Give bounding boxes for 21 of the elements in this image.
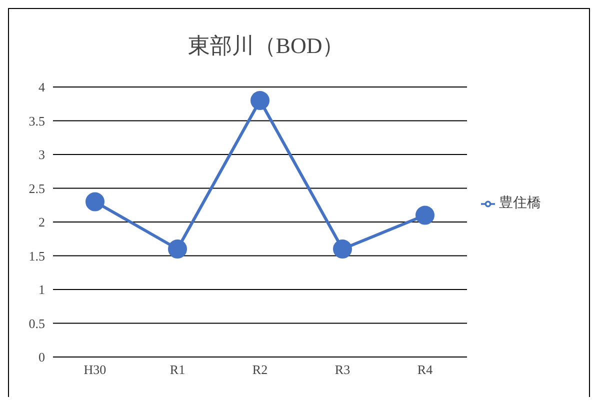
legend-label: 豊住橋	[499, 196, 541, 211]
y-tick-label: 2.5	[28, 180, 45, 196]
y-tick-label: 0.5	[28, 316, 45, 331]
point	[250, 91, 270, 110]
x-tick-label: H30	[84, 362, 106, 378]
x-tick-label: R3	[334, 362, 350, 378]
y-tick-label: 0	[38, 350, 45, 365]
point	[86, 192, 104, 212]
y-tick-label: 4	[38, 80, 46, 95]
y-tick-label: 1.5	[28, 248, 45, 264]
y-tick-label: 3	[38, 147, 45, 162]
y-tick-label: 3.5	[28, 113, 45, 128]
chart-title: 東部川（BOD）	[186, 32, 346, 60]
x-tick-label: R4	[417, 362, 434, 378]
point	[416, 206, 434, 225]
y-tick-label: 2	[38, 214, 45, 230]
x-tick-label: R2	[252, 362, 268, 378]
x-tick-label: R1	[170, 362, 186, 378]
y-tick-label: 1	[38, 282, 45, 298]
point	[168, 240, 187, 258]
point	[333, 240, 352, 258]
